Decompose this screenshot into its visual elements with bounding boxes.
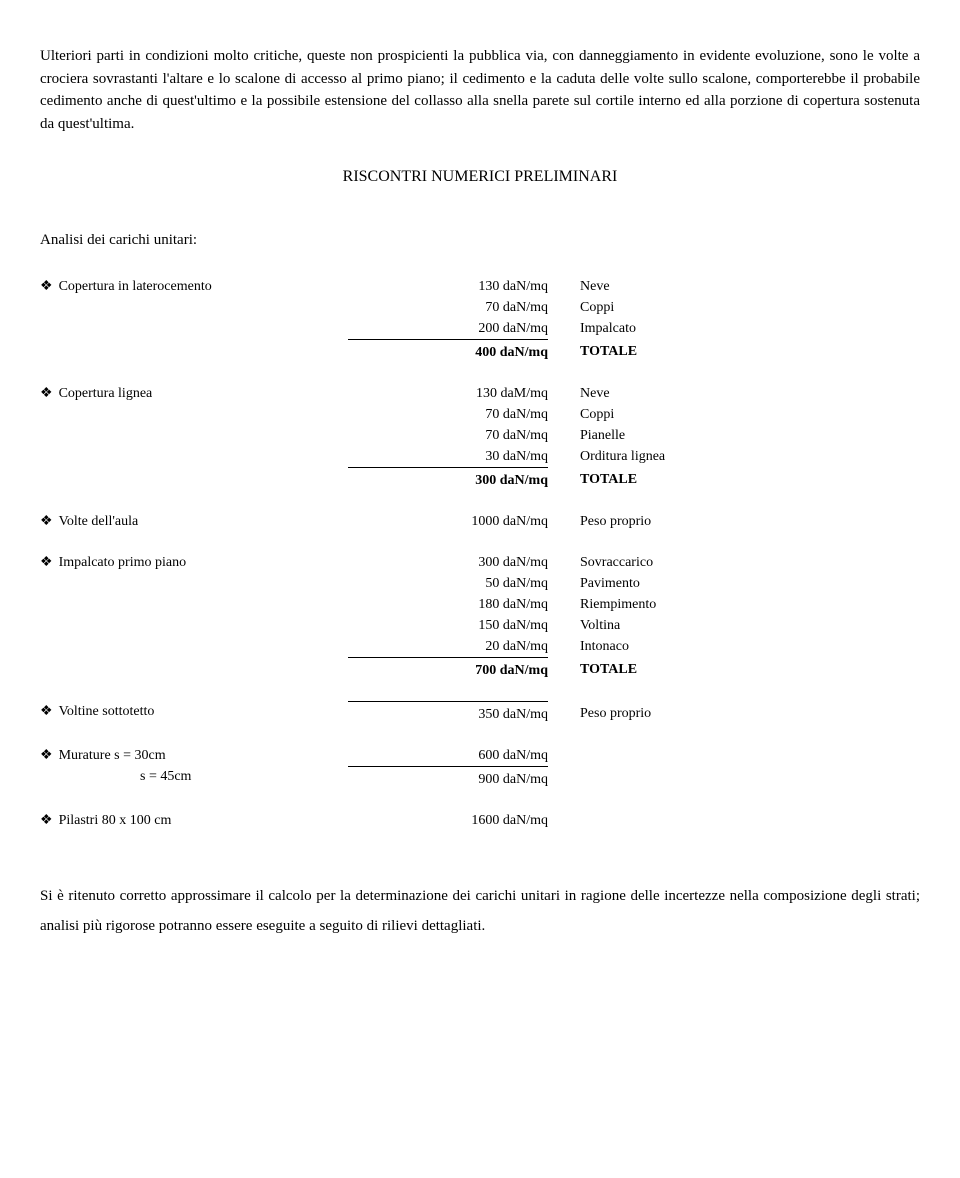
load-desc: Sovraccarico [580,552,756,573]
load-values: 1000 daN/mq [348,511,548,532]
intro-paragraph: Ulteriori parti in condizioni molto crit… [40,45,920,135]
load-value: 30 daN/mq [348,446,548,467]
load-desc: Coppi [580,297,756,318]
bullet-icon: ❖ [40,813,53,828]
load-descs: Peso proprio [556,701,756,725]
load-descs [556,745,756,790]
load-values: 600 daN/mq900 daN/mq [348,745,548,790]
load-value: 130 daN/mq [348,276,548,297]
load-item: ❖ Copertura in laterocemento 130 daN/mq70 … [40,276,920,363]
load-desc: Neve [580,383,756,404]
load-value: 900 daN/mq [348,766,548,790]
load-desc: Intonaco [580,636,756,657]
load-label-text: Voltine sottotetto [59,704,155,719]
load-desc [580,810,756,831]
bullet-icon: ❖ [40,279,53,294]
load-item: ❖ Volte dell'aula 1000 daN/mq Peso proprio [40,511,920,532]
bullet-icon: ❖ [40,704,53,719]
load-value: 300 daN/mq [348,552,548,573]
load-desc: Riempimento [580,594,756,615]
load-desc [580,766,756,789]
load-desc: Pavimento [580,573,756,594]
load-values: 1600 daN/mq [348,810,548,831]
load-value: 1000 daN/mq [348,511,548,532]
load-desc: Coppi [580,404,756,425]
subheading: Analisi dei carichi unitari: [40,229,920,252]
load-value: 180 daN/mq [348,594,548,615]
load-desc: TOTALE [580,467,756,490]
load-descs: Peso proprio [556,511,756,532]
load-label-text: Copertura lignea [59,386,153,401]
load-desc: Peso proprio [580,511,756,532]
load-value: 600 daN/mq [348,745,548,766]
load-label: ❖ Pilastri 80 x 100 cm [40,810,340,831]
load-descs [556,810,756,831]
load-item: ❖ Murature s = 30cm s = 45cm 600 daN/mq900 … [40,745,920,790]
load-label-text: Impalcato primo piano [59,555,187,570]
load-value: 700 daN/mq [348,657,548,681]
load-label: ❖ Voltine sottotetto [40,701,340,725]
load-desc: TOTALE [580,339,756,362]
load-label-text: Murature s = 30cm [59,748,166,763]
closing-paragraph: Si è ritenuto corretto approssimare il c… [40,881,920,941]
load-item: ❖ Voltine sottotetto 350 daN/mq Peso propri… [40,701,920,725]
load-value: 400 daN/mq [348,339,548,363]
bullet-icon: ❖ [40,555,53,570]
load-value: 70 daN/mq [348,297,548,318]
load-item: ❖Copertura lignea130 daM/mq70 daN/mq70 d… [40,383,920,491]
load-value: 1600 daN/mq [348,810,548,831]
load-values: 300 daN/mq50 daN/mq180 daN/mq150 daN/mq2… [348,552,548,681]
load-label: ❖ Murature s = 30cm s = 45cm [40,745,340,790]
load-sublabel: s = 45cm [40,766,340,787]
load-desc: TOTALE [580,657,756,680]
bullet-icon: ❖ [40,748,53,763]
load-label-text: Volte dell'aula [59,514,139,529]
load-desc: Neve [580,276,756,297]
load-descs: NeveCoppiPianelleOrditura ligneaTOTALE [556,383,756,491]
load-desc: Impalcato [580,318,756,339]
load-descs: NeveCoppiImpalcatoTOTALE [556,276,756,363]
load-descs: SovraccaricoPavimentoRiempimentoVoltinaI… [556,552,756,681]
section-heading: RISCONTRI NUMERICI PRELIMINARI [40,165,920,189]
load-value: 70 daN/mq [348,425,548,446]
load-label-text: Pilastri 80 x 100 cm [59,813,172,828]
load-values: 130 daM/mq70 daN/mq70 daN/mq30 daN/mq300… [348,383,548,491]
bullet-icon: ❖ [40,386,53,401]
load-label-text: Copertura in laterocemento [59,279,212,294]
load-value: 70 daN/mq [348,404,548,425]
load-value: 50 daN/mq [348,573,548,594]
load-desc: Peso proprio [580,701,756,724]
load-label: ❖ Volte dell'aula [40,511,340,532]
load-desc [580,745,756,766]
loads-container: ❖Copertura in laterocemento130 daN/mq70 … [40,276,920,831]
load-item: ❖ Pilastri 80 x 100 cm 1600 daN/mq [40,810,920,831]
load-label: ❖ Copertura lignea [40,383,340,491]
load-value: 130 daM/mq [348,383,548,404]
load-value: 200 daN/mq [348,318,548,339]
load-desc: Voltina [580,615,756,636]
load-label: ❖ Copertura in laterocemento [40,276,340,363]
load-desc: Pianelle [580,425,756,446]
load-desc: Orditura lignea [580,446,756,467]
load-value: 150 daN/mq [348,615,548,636]
load-values: 350 daN/mq [348,701,548,725]
bullet-icon: ❖ [40,514,53,529]
load-value: 350 daN/mq [348,701,548,725]
load-label: ❖ Impalcato primo piano [40,552,340,681]
load-values: 130 daN/mq70 daN/mq200 daN/mq400 daN/mq [348,276,548,363]
load-item: ❖ Impalcato primo piano 300 daN/mq50 daN/m… [40,552,920,681]
load-value: 20 daN/mq [348,636,548,657]
load-value: 300 daN/mq [348,467,548,491]
